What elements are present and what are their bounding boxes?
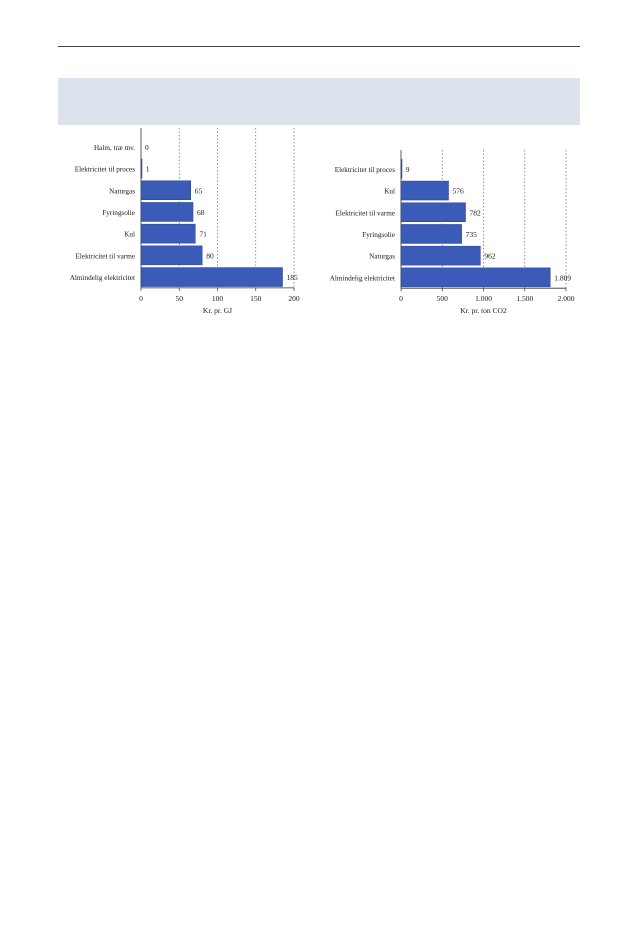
chart2-bar [400,159,403,179]
chart1-value-label: 68 [197,208,205,217]
chart2-tick-label: 500 [437,294,449,303]
header-rule [58,46,580,47]
chart2-category-label: Almindelig elektricitet [330,274,395,282]
chart2-value-label: 735 [466,230,478,239]
chart2-bar [400,224,462,244]
chart1-bar [140,245,203,266]
chart2-tick-label: 1.500 [516,294,533,303]
chart2-tick-label: 2.000 [558,294,575,303]
chart1-value-label: 1 [146,165,150,174]
chart1-category-label: Kul [124,231,135,239]
chart2-tick-label: 1.000 [475,294,492,303]
chart2-category-label: Elektricitet til proces [335,166,395,174]
chart2-bar [400,180,449,201]
chart2-bar [400,267,551,288]
chart2-value-label: 9 [406,165,410,174]
chart1-value-label: 65 [195,186,203,195]
chart2-category-label: Kul [384,188,395,196]
chart2-value-label: 1.809 [554,273,571,282]
chart-kr-per-ton-co2: Elektricitet til proces 9 Kul 576 Elektricit… [330,150,575,315]
chart-kr-per-gj: Halm, træ mv. 0 Elektricitet til proces 1 Na… [70,128,300,315]
chart1-value-label: 185 [287,273,299,282]
chart2-category-label: Naturgas [369,253,395,261]
chart2-category-label: Elektricitet til varme [336,209,395,217]
chart1-tick-label: 150 [250,294,262,303]
chart1-bar [140,267,283,287]
chart2-value-label: 576 [453,187,465,196]
chart1-bar [140,158,143,179]
chart2-bar [400,245,481,266]
chart1-bar [140,223,196,244]
chart1-value-label: 71 [199,230,207,239]
chart2-bar [400,202,466,222]
chart2-value-label: 782 [470,208,482,217]
chart1-tick-label: 200 [288,294,300,303]
chart2-tick-label: 0 [399,294,403,303]
chart1-category-label: Almindelig elektricitet [70,274,135,282]
chart1-category-label: Fyringsolie [102,209,135,217]
chart2-x-axis-title: Kr. pr. ton CO2 [460,306,507,315]
chart1-value-label: 0 [145,143,149,152]
chart1-value-label: 80 [206,251,214,260]
chart1-tick-label: 0 [139,294,143,303]
chart1-tick-label: 50 [176,294,184,303]
chart1-bar [140,202,194,222]
chart1-x-axis-title: Kr. pr. GJ [203,306,232,315]
chart2-category-label: Fyringsolie [362,231,395,239]
chart1-tick-label: 100 [212,294,224,303]
caption-band [58,78,580,125]
chart1-bar [140,180,191,200]
chart1-category-label: Halm, træ mv. [94,144,135,152]
chart1-category-label: Naturgas [109,187,135,195]
chart1-category-label: Elektricitet til varme [76,252,135,260]
chart2-value-label: 962 [484,252,496,261]
chart1-category-label: Elektricitet til proces [75,166,135,174]
